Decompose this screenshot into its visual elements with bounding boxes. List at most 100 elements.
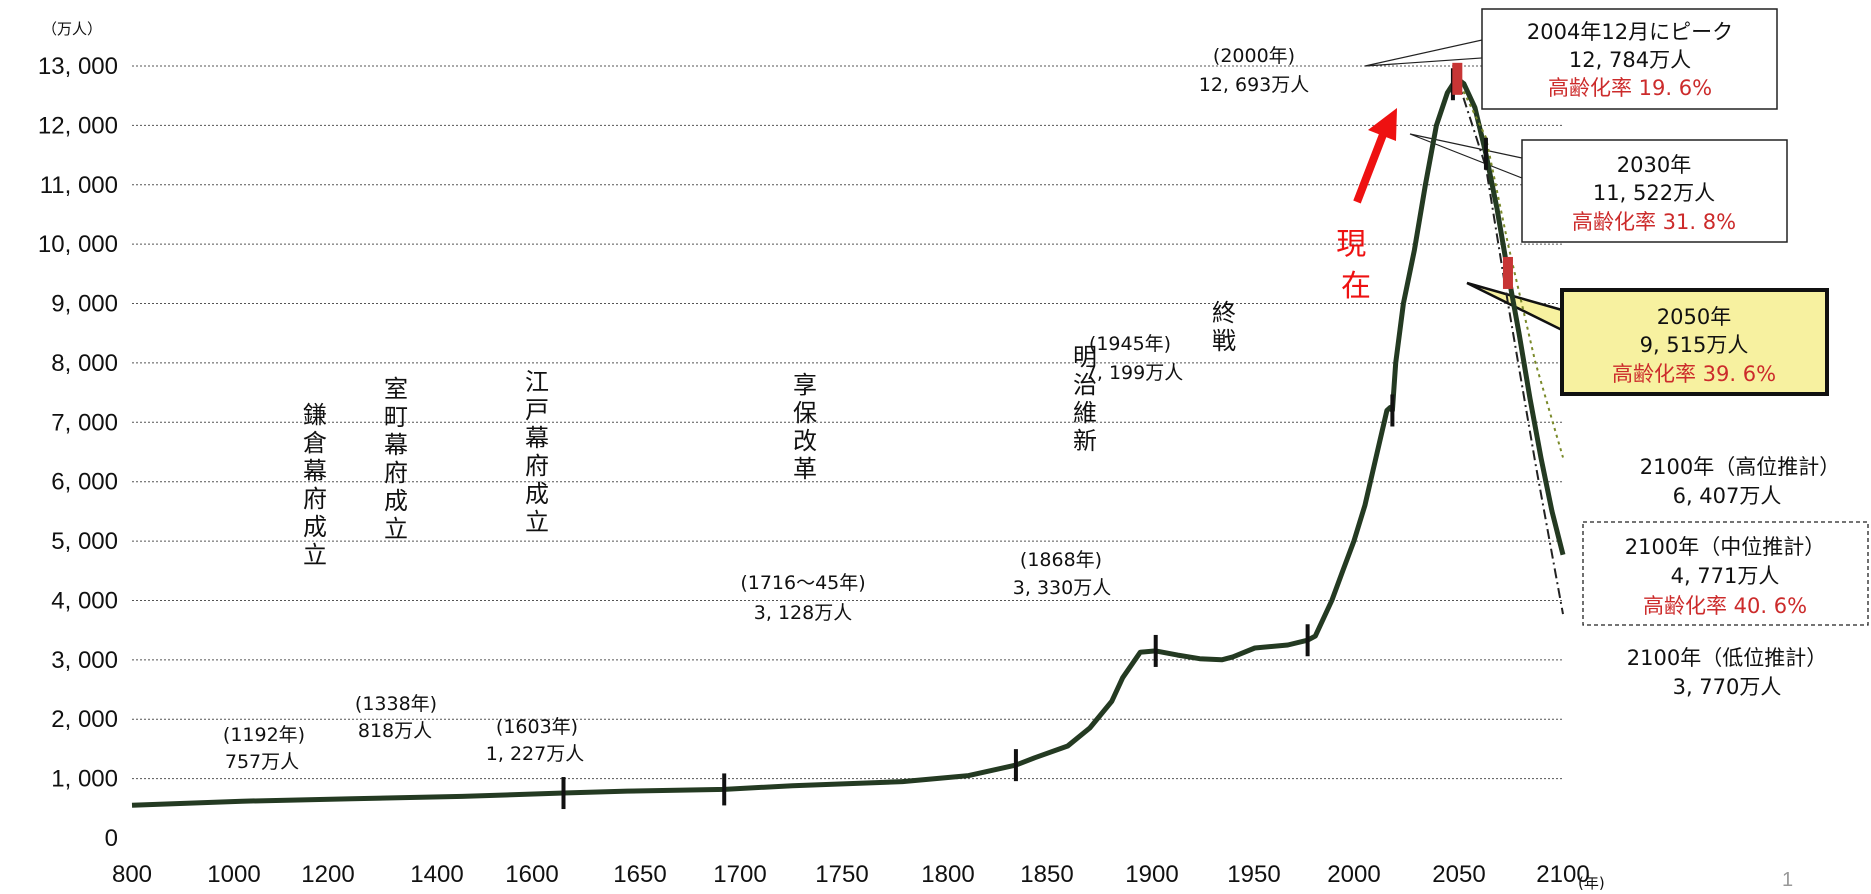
muromachi-pop: 818万人 [358,720,432,742]
shusen-year: (1945年) [1089,333,1171,355]
y2030-callout-line1: 2030年 [1617,153,1691,177]
high-projection-line1: 2100年（高位推計） [1640,455,1840,479]
shusen-pop: 7, 199万人 [1085,362,1183,384]
muromachi-label: 室町幕府成立 [384,375,408,543]
x-tick-label: 2050 [1432,861,1485,888]
y2050-callout-box [1560,288,1829,396]
series-line-high [1456,78,1564,458]
series-line-low [1456,78,1564,615]
y2030-callout-line2: 11, 522万人 [1593,181,1715,205]
muromachi-year: (1338年) [355,693,437,715]
kamakura-label: 鎌倉幕府成立 [303,401,327,569]
current-arrow-shaft [1353,130,1388,204]
peak-callout-line2: 12, 784万人 [1569,48,1691,72]
peak-callout-line1: 2004年12月にピーク [1527,20,1733,44]
current-label-char-2: 在 [1341,269,1371,304]
meiji-label: 明治維新 [1073,343,1097,455]
x-tick-label: 1600 [505,861,558,888]
low-projection-line1: 2100年（低位推計） [1627,646,1827,670]
kyoho-label: 享保改革 [793,371,817,483]
x-tick-label: 2000 [1327,861,1380,888]
current-arrow-head [1368,108,1397,141]
era-marker [1502,256,1513,289]
y-tick-label: 11, 000 [40,172,118,199]
y-tick-label: 0 [105,825,118,852]
y2000-year: (2000年) [1213,45,1295,67]
current-arrow [1353,108,1397,204]
series-line-main [131,76,1566,808]
mid-projection-line2: 4, 771万人 [1671,564,1780,588]
y-tick-label: 10, 000 [38,231,118,258]
y-tick-labels: 0 1, 000 2, 000 3, 000 4, 000 5, 000 6, 000 7, … [38,53,118,852]
y-tick-label: 13, 000 [38,53,118,80]
edo-label: 江戸幕府成立 [525,368,549,536]
era-marker [561,777,566,810]
era-marker [1483,137,1488,170]
era-marker [1390,394,1395,427]
mid-projection-box [1582,521,1869,626]
y-tick-label: 9, 000 [51,291,118,318]
mid-projection-line3: 高齢化率 40. 6% [1643,594,1807,618]
high-projection-line2: 6, 407万人 [1673,484,1782,508]
kamakura-year: (1192年) [223,724,305,746]
mid-projection-line1: 2100年（中位推計） [1625,535,1825,559]
x-tick-label: 800 [112,861,152,888]
x-tick-label: 1750 [815,861,868,888]
y-axis-unit: （万人） [42,20,102,38]
meiji-pop: 3, 330万人 [1013,577,1111,599]
shusen-label: 終戦 [1212,299,1236,355]
x-tick-label: 1850 [1020,861,1073,888]
era-marker [1013,749,1018,782]
era-marker [1305,624,1310,657]
current-label: 現 在 [1336,227,1376,304]
x-tick-label: 1400 [410,861,463,888]
x-tick-label: 1700 [713,861,766,888]
x-tick-labels: 800 1000 1200 1400 1600 1650 1700 1750 1800 1850 1… [112,861,1590,888]
x-axis-unit: (年) [1578,874,1605,892]
meiji-year: (1868年) [1020,549,1102,571]
y2050-callout-line2: 9, 515万人 [1640,333,1749,357]
current-label-char-1: 現 [1336,227,1366,262]
peak-callout-line3: 高齢化率 19. 6% [1548,76,1712,100]
peak-callout-box [1481,8,1778,110]
x-tick-label: 1950 [1227,861,1280,888]
x-tick-label: 1000 [207,861,260,888]
edo-pop: 1, 227万人 [486,743,584,765]
y2050-callout-line3: 高齢化率 39. 6% [1612,362,1776,386]
x-tick-label: 1650 [613,861,666,888]
edo-year: (1603年) [496,716,578,738]
y-tick-label: 7, 000 [51,409,118,436]
peak-callout-pointer [1364,39,1483,67]
era-marker [1452,62,1463,95]
y2030-callout: 2030年 11, 522万人 高齢化率 31. 8% [1409,133,1788,243]
x-tick-label: 1200 [301,861,354,888]
y2030-callout-line3: 高齢化率 31. 8% [1572,210,1736,234]
y2030-callout-box [1521,139,1788,243]
series [131,76,1566,808]
kamakura-pop: 757万人 [225,751,299,773]
y-tick-label: 4, 000 [51,587,118,614]
y-tick-label: 1, 000 [51,766,118,793]
y2050-callout: 2050年 9, 515万人 高齢化率 39. 6% [1466,281,1829,396]
y-tick-label: 6, 000 [51,469,118,496]
y2050-callout-line1: 2050年 [1657,305,1731,329]
peak-callout: 2004年12月にピーク 12, 784万人 高齢化率 19. 6% [1364,8,1778,110]
low-projection-line2: 3, 770万人 [1673,675,1782,699]
era-marker [722,773,727,806]
era-markers [561,62,1513,810]
y2000-pop: 12, 693万人 [1199,74,1310,96]
y-tick-label: 5, 000 [51,528,118,555]
era-marker [1153,634,1158,667]
y-tick-label: 8, 000 [51,350,118,377]
y-tick-label: 2, 000 [51,706,118,733]
kyoho-pop: 3, 128万人 [754,602,852,624]
gridlines [132,65,1563,780]
x-tick-label: 2100 [1536,861,1589,888]
y-tick-label: 12, 000 [38,112,118,139]
x-tick-label: 1800 [921,861,974,888]
x-tick-label: 1900 [1125,861,1178,888]
page-number: 1 [1782,869,1793,891]
y-tick-label: 3, 000 [51,647,118,674]
kyoho-year: (1716～45年) [740,572,865,594]
